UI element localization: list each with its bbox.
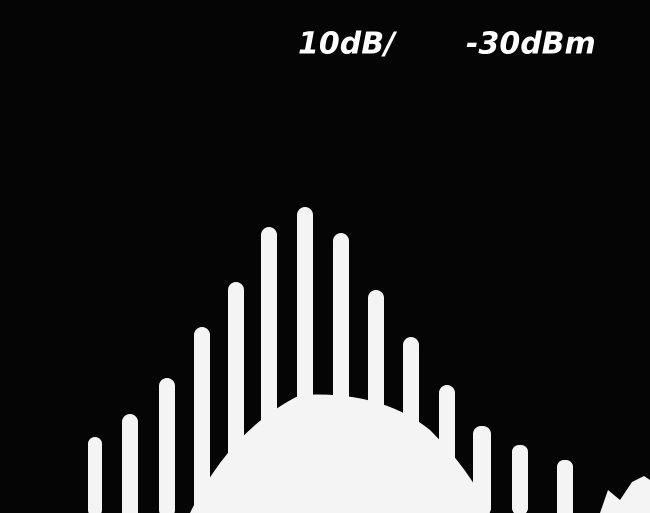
analyzer-screen: 10dB/ -30dBm (0, 0, 650, 513)
page: 10dB/ -30dBm (() => { const data = JSON.… (0, 0, 650, 513)
spectral-line (439, 385, 455, 513)
spectral-line (228, 282, 244, 513)
scale-label: 10dB/ (298, 27, 398, 62)
reference-label: -30dBm (466, 27, 596, 62)
spectral-line (122, 414, 138, 513)
spectral-line (512, 445, 528, 513)
spectral-line (88, 437, 102, 513)
spectral-line (368, 290, 384, 513)
spectral-line (557, 460, 573, 513)
spectral-line (297, 207, 313, 513)
spectral-line (261, 227, 277, 513)
spectral-line (403, 337, 419, 513)
spectral-line (159, 378, 175, 513)
spectral-line (194, 327, 210, 513)
spectral-line (473, 426, 491, 513)
spectral-line (333, 233, 349, 513)
